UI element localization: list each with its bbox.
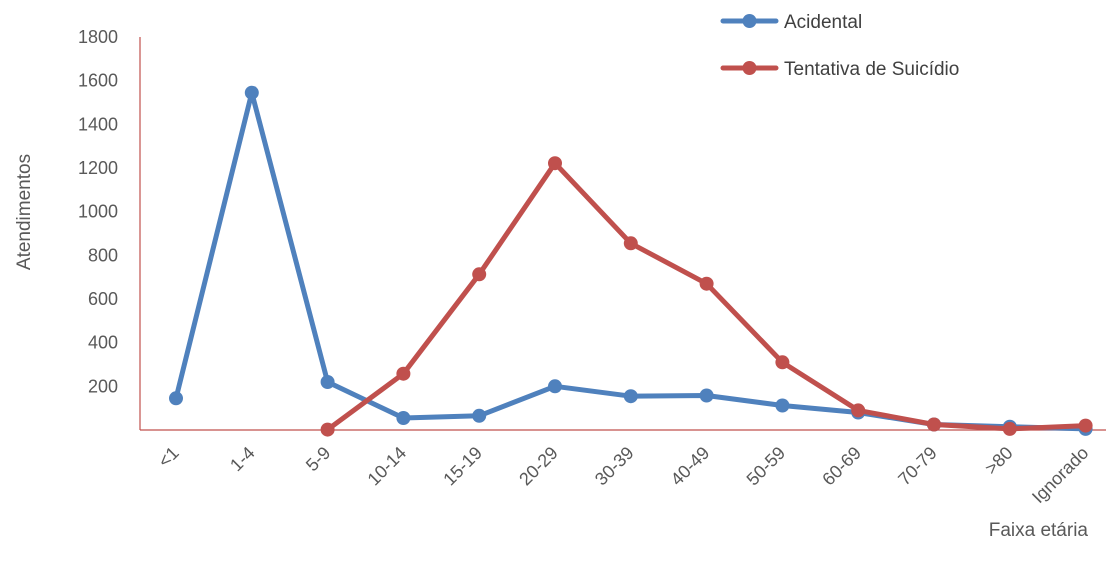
data-point-tentativa-de-suicidio — [775, 355, 790, 370]
series-group — [169, 85, 1093, 437]
data-point-acidental — [169, 391, 183, 406]
x-tick-label: Ignorado — [1028, 443, 1092, 507]
data-point-acidental — [623, 389, 638, 404]
data-point-tentativa-de-suicidio — [472, 267, 487, 282]
legend: Acidental Tentativa de Suicídio — [720, 12, 959, 80]
data-point-acidental — [775, 398, 790, 413]
axes — [139, 37, 1106, 431]
data-point-acidental — [320, 375, 335, 389]
y-tick-label: 1400 — [78, 114, 118, 134]
series-tentativa-de-suicidio — [320, 156, 1093, 437]
x-tick-labels: <1 1-4 5-9 10-14 15-19 20-29 30-39 40-49 50-59 60… — [154, 443, 1092, 507]
y-axis-title: Atendimentos — [14, 154, 35, 270]
data-point-tentativa-de-suicidio — [1078, 418, 1093, 433]
data-point-tentativa-de-suicidio — [851, 403, 866, 418]
y-tick-labels: 200 400 600 800 1000 1200 1400 1600 1800 — [78, 27, 118, 396]
series-line-acidental — [173, 90, 1089, 432]
x-tick-label: 30-39 — [591, 443, 638, 490]
data-point-acidental — [396, 411, 411, 425]
data-point-acidental — [472, 408, 487, 423]
legend-label: Acidental — [784, 12, 862, 33]
y-tick-label: 1200 — [78, 158, 118, 178]
x-tick-label: 5-9 — [302, 443, 335, 476]
legend-marker — [742, 14, 757, 28]
data-point-tentativa-de-suicidio — [623, 236, 638, 251]
y-tick-label: 1800 — [78, 27, 118, 47]
data-point-tentativa-de-suicidio — [548, 156, 562, 171]
y-tick-label: 400 — [88, 333, 118, 353]
x-tick-label: 60-69 — [818, 443, 865, 490]
data-point-acidental — [699, 388, 714, 403]
data-point-tentativa-de-suicidio — [1002, 421, 1017, 436]
y-tick-label: 1600 — [78, 71, 118, 91]
series-acidental — [169, 85, 1093, 436]
x-tick-label: >80 — [981, 443, 1017, 479]
legend-item: Acidental — [720, 12, 862, 33]
x-tick-label: <1 — [154, 443, 183, 472]
data-point-tentativa-de-suicidio — [699, 276, 714, 291]
data-point-acidental — [244, 85, 259, 100]
x-tick-label: 10-14 — [364, 443, 411, 490]
data-point-tentativa-de-suicidio — [927, 417, 941, 432]
x-tick-label: 50-59 — [743, 443, 790, 490]
x-tick-label: 20-29 — [515, 443, 562, 490]
y-tick-label: 800 — [88, 245, 118, 265]
y-tick-label: 200 — [88, 376, 118, 396]
legend-label: Tentativa de Suicídio — [784, 59, 959, 80]
x-tick-label: 1-4 — [226, 443, 259, 476]
data-point-acidental — [548, 379, 562, 394]
data-point-tentativa-de-suicidio — [320, 422, 335, 437]
y-tick-label: 600 — [88, 289, 118, 309]
legend-item: Tentativa de Suicídio — [720, 59, 959, 80]
x-tick-label: 40-49 — [667, 443, 714, 490]
legend-marker — [742, 61, 757, 75]
x-tick-label: 70-79 — [894, 443, 941, 490]
x-tick-label: 15-19 — [439, 443, 486, 490]
data-point-tentativa-de-suicidio — [396, 366, 411, 381]
y-tick-label: 1000 — [78, 202, 118, 222]
x-axis-title: Faixa etária — [989, 520, 1089, 541]
